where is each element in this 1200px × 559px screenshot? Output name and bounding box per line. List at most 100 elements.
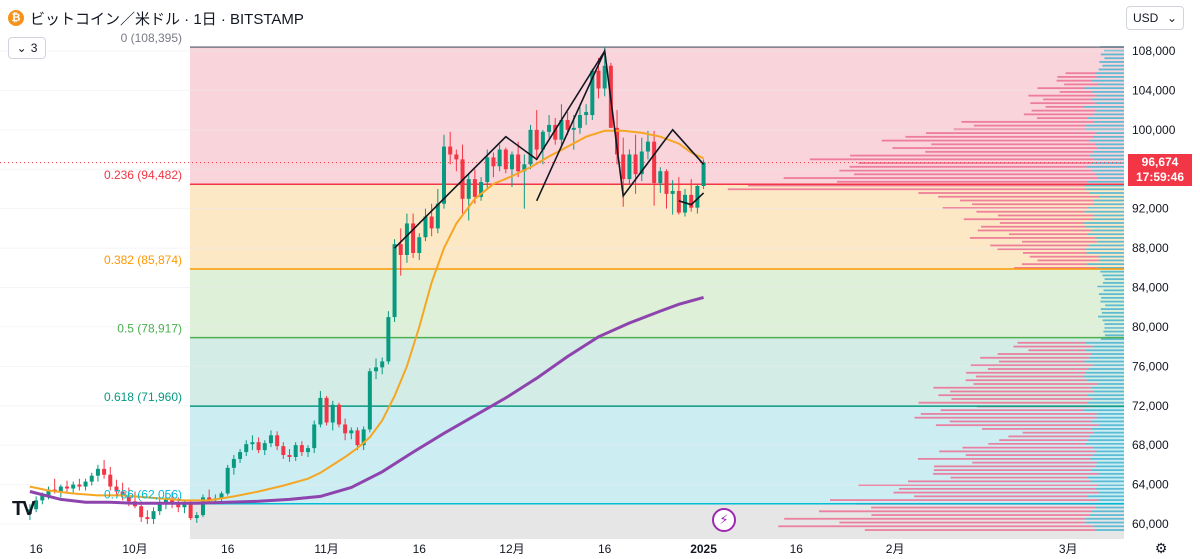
profile-bar: [1087, 180, 1124, 183]
candle-body: [145, 517, 150, 520]
candle-body: [126, 495, 131, 502]
profile-bar: [1095, 72, 1124, 75]
profile-bar: [1092, 345, 1124, 348]
profile-bar: [1092, 525, 1124, 528]
profile-bar: [1099, 61, 1124, 63]
candle-body: [503, 149, 508, 170]
indicator-toggle-button[interactable]: ⌄ 3: [8, 37, 46, 59]
profile-bar: [950, 476, 1088, 479]
profile-bar: [1092, 364, 1124, 367]
profile-bar: [1031, 109, 1096, 112]
profile-bar: [1059, 91, 1093, 93]
profile-bar: [1084, 210, 1124, 213]
y-tick-label: 88,000: [1132, 241, 1169, 255]
profile-bar: [1017, 341, 1086, 344]
profile-bar: [1085, 124, 1124, 127]
profile-bar: [1097, 383, 1124, 385]
profile-bar: [1089, 139, 1124, 142]
profile-bar: [1091, 229, 1124, 232]
candle-body: [102, 468, 107, 475]
candle-body: [411, 223, 416, 254]
candle-body: [639, 151, 644, 175]
candle-body: [676, 190, 681, 213]
profile-bar: [1043, 98, 1091, 101]
profile-bar: [997, 353, 1092, 355]
profile-bar: [1086, 188, 1124, 191]
profile-bar: [1093, 446, 1124, 449]
x-tick-label: 3月: [1059, 542, 1078, 556]
profile-bar: [1098, 424, 1124, 427]
profile-bar: [1064, 83, 1099, 86]
candle-body: [404, 223, 409, 255]
profile-bar: [972, 461, 1097, 464]
symbol-header[interactable]: ₿ ビットコイン／米ドル · 1日 · BITSTAMP: [8, 7, 304, 29]
profile-bar: [926, 132, 1096, 134]
candle-body: [312, 424, 317, 449]
profile-bar: [1098, 83, 1124, 86]
y-axis[interactable]: 108,000104,000100,00096,00092,00088,0008…: [1124, 40, 1200, 539]
profile-bar: [1090, 98, 1124, 101]
candle-body: [386, 317, 391, 362]
profile-bar: [1086, 263, 1124, 266]
profile-bar: [1095, 529, 1124, 531]
candle-body: [299, 445, 304, 453]
profile-bar: [1104, 323, 1124, 325]
profile-bar: [1092, 135, 1124, 138]
profile-bar: [961, 120, 1094, 123]
profile-bar: [1037, 259, 1099, 262]
profile-bar: [1087, 439, 1124, 442]
currency-label: USD: [1133, 11, 1159, 25]
profile-bar: [981, 225, 1086, 228]
profile-bar: [990, 244, 1089, 247]
fib-label: 0.618 (71,960): [104, 390, 182, 404]
lightning-icon[interactable]: ⚡: [712, 508, 736, 532]
profile-bar: [1096, 461, 1124, 464]
profile-bar: [778, 525, 1093, 528]
y-tick-label: 64,000: [1132, 478, 1169, 492]
candle-body: [281, 446, 286, 456]
profile-bar: [727, 188, 1087, 191]
settings-gear-icon[interactable]: ⚙: [1154, 539, 1168, 556]
profile-bar: [951, 398, 1093, 400]
profile-bar: [973, 124, 1086, 127]
profile-bar: [1084, 87, 1124, 90]
profile-bar: [1100, 53, 1124, 56]
profile-bar: [1094, 102, 1124, 105]
candle-body: [95, 468, 100, 476]
profile-bar: [1037, 117, 1088, 120]
profile-bar: [997, 214, 1094, 217]
trend-line: [535, 48, 705, 202]
profile-bar: [959, 199, 1094, 202]
profile-bar: [1089, 192, 1124, 194]
x-axis[interactable]: 16 10月 16 11月 16 12月 16 2025 16 2月 3月: [0, 539, 1200, 559]
candle-body: [423, 216, 428, 238]
candle-body: [244, 444, 249, 453]
candle-body: [534, 129, 539, 150]
profile-bar: [1100, 308, 1124, 310]
candle-body: [522, 164, 527, 172]
candle-body: [479, 182, 484, 197]
candle-body: [466, 179, 471, 199]
currency-select[interactable]: USD ⌄: [1126, 6, 1184, 30]
profile-bar: [1084, 184, 1124, 187]
candle-body: [83, 481, 88, 487]
profile-bar: [854, 173, 1096, 176]
profile-bar: [1065, 72, 1096, 75]
profile-bar: [1098, 472, 1124, 475]
profile-bar: [950, 390, 1094, 393]
profile-bar: [850, 154, 1090, 157]
candle-body: [380, 361, 385, 368]
profile-bar: [1100, 338, 1124, 340]
profile-bar: [1091, 510, 1124, 513]
profile-bar: [881, 139, 1090, 142]
x-tick-label: 10月: [122, 542, 147, 556]
candle-body: [374, 367, 379, 372]
x-tick-label: 16: [29, 542, 43, 556]
fib-label: 0 (108,395): [121, 31, 182, 45]
y-tick-label: 100,000: [1132, 123, 1176, 137]
candle-body: [429, 216, 434, 229]
profile-bar: [1084, 375, 1124, 378]
profile-bar: [1028, 94, 1097, 97]
x-axis-background: [0, 539, 1200, 559]
